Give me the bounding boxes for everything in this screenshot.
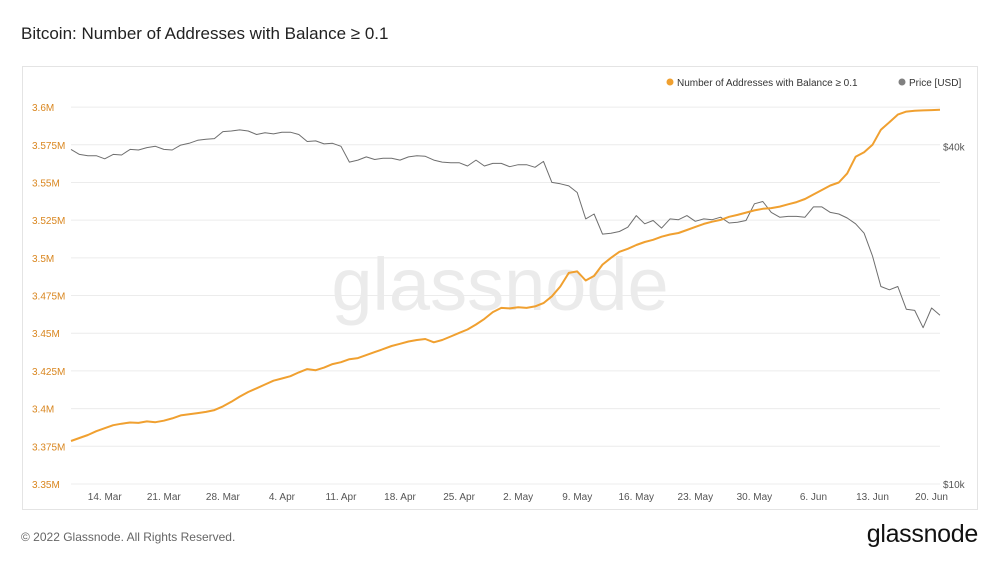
right-axis-tick-label: $40k xyxy=(943,142,966,153)
x-axis-tick-label: 2. May xyxy=(503,492,533,503)
legend[interactable]: Number of Addresses with Balance ≥ 0.1 Pr… xyxy=(666,78,962,89)
left-axis: 3.35M 3.375M 3.4M 3.425M 3.45M 3.475M 3.5M 3.52… xyxy=(32,103,65,491)
x-axis-tick-label: 18. Apr xyxy=(384,492,416,503)
right-axis-tick-label: $10k xyxy=(943,480,966,491)
x-axis-tick-label: 9. May xyxy=(562,492,592,503)
left-axis-tick-label: 3.5M xyxy=(32,254,54,265)
left-axis-tick-label: 3.475M xyxy=(32,292,65,303)
x-axis-tick-label: 13. Jun xyxy=(856,492,889,503)
copyright-text: © 2022 Glassnode. All Rights Reserved. xyxy=(21,530,236,544)
x-axis-tick-label: 28. Mar xyxy=(206,492,241,503)
chart-title: Bitcoin: Number of Addresses with Balanc… xyxy=(21,24,389,43)
legend-marker-price xyxy=(898,78,906,86)
left-axis-tick-label: 3.55M xyxy=(32,178,60,189)
x-axis-tick-label: 16. May xyxy=(618,492,654,503)
x-axis-tick-label: 25. Apr xyxy=(443,492,475,503)
price-series-line xyxy=(70,129,941,329)
x-axis-tick-label: 11. Apr xyxy=(326,492,358,503)
left-axis-tick-label: 3.4M xyxy=(32,405,54,416)
left-axis-tick-label: 3.525M xyxy=(32,216,65,227)
left-axis-tick-label: 3.375M xyxy=(32,442,65,453)
left-axis-tick-label: 3.45M xyxy=(32,329,60,340)
x-axis-tick-label: 4. Apr xyxy=(269,492,296,503)
right-axis: $10k $40k xyxy=(943,142,966,491)
chart-frame xyxy=(22,66,978,510)
addresses-series-line xyxy=(70,108,941,442)
left-axis-tick-label: 3.575M xyxy=(32,141,65,152)
left-axis-tick-label: 3.425M xyxy=(32,367,65,378)
brand-logo[interactable]: glassnode xyxy=(866,520,979,548)
legend-label-addresses[interactable]: Number of Addresses with Balance ≥ 0.1 xyxy=(677,78,858,89)
x-axis-tick-label: 30. May xyxy=(737,492,773,503)
legend-marker-addresses xyxy=(666,78,674,86)
legend-label-price[interactable]: Price [USD] xyxy=(909,78,961,89)
left-axis-tick-label: 3.6M xyxy=(32,103,54,114)
x-axis-tick-label: 21. Mar xyxy=(147,492,182,503)
x-axis-tick-label: 23. May xyxy=(678,492,714,503)
series xyxy=(70,108,941,442)
x-axis-tick-label: 20. Jun xyxy=(915,492,948,503)
x-axis-tick-label: 6. Jun xyxy=(800,492,827,503)
watermark: glassnode xyxy=(331,243,668,326)
x-axis: 14. Mar 21. Mar 28. Mar 4. Apr 11. Apr 18. Ap… xyxy=(88,492,948,503)
x-axis-tick-label: 14. Mar xyxy=(88,492,123,503)
left-axis-tick-label: 3.35M xyxy=(32,480,60,491)
